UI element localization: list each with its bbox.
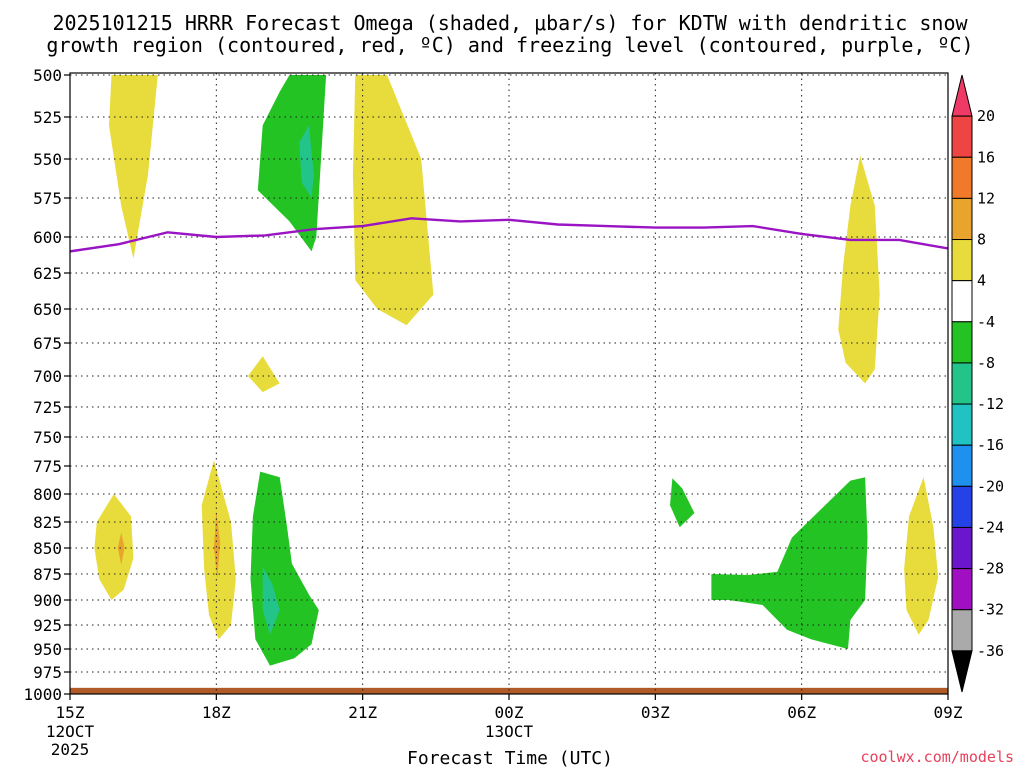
x-tick-label: 09Z (934, 703, 963, 722)
y-tick-label: 650 (33, 300, 62, 319)
y-tick-label: 700 (33, 367, 62, 386)
y-tick-label: 675 (33, 334, 62, 353)
colorbar-label: -12 (977, 395, 1004, 413)
colorbar-label: -8 (977, 354, 995, 372)
y-tick-label: 900 (33, 591, 62, 610)
x-tick-label: 15Z (56, 703, 85, 722)
y-tick-label: 1000 (23, 685, 62, 704)
colorbar-label: 16 (977, 148, 995, 166)
plot-area (70, 73, 948, 694)
colorbar-swatch (951, 444, 973, 487)
chart-title-line-1: 2025101215 HRRR Forecast Omega (shaded, … (52, 11, 968, 35)
colorbar-swatch (951, 280, 973, 323)
chart-title-line-2: growth region (contoured, red, ºC) and f… (46, 33, 973, 57)
omega-region-up-teal-1 (299, 125, 314, 198)
y-tick-label: 850 (33, 539, 62, 558)
y-tick-label: 725 (33, 398, 62, 417)
colorbar-label: -28 (977, 560, 1004, 578)
omega-region-right-yellow-upper (838, 155, 880, 384)
x-tick-label: 03Z (641, 703, 670, 722)
y-tick-label: 600 (33, 228, 62, 247)
colorbar-swatch (951, 362, 973, 405)
y-tick-label: 925 (33, 616, 62, 635)
colorbar-label: -36 (977, 642, 1004, 660)
x-axis-label: Forecast Time (UTC) (407, 748, 613, 768)
colorbar: 20 16 12 8 4 -4 -8 -12 -16 -20 -24 -28 -32 -36 (951, 74, 1004, 693)
omega-region-mid-green-small (670, 478, 695, 528)
colorbar-swatch (951, 568, 973, 611)
colorbar-label: -16 (977, 436, 1004, 454)
y-tick-label: 525 (33, 108, 62, 127)
colorbar-arrow-top (951, 74, 973, 117)
colorbar-label: 12 (977, 189, 995, 207)
omega-region-low-teal-1 (262, 566, 280, 635)
omega-region-right-yellow-lower (904, 477, 939, 635)
x-tick-date: 13OCT (485, 722, 534, 741)
colorbar-swatch (951, 239, 973, 282)
omega-region-low-orange-2 (213, 510, 221, 580)
colorbar-label: 8 (977, 231, 986, 249)
colorbar-label: -24 (977, 518, 1004, 536)
colorbar-swatch (951, 609, 973, 652)
colorbar-label: 4 (977, 272, 986, 290)
y-tick-label: 775 (33, 457, 62, 476)
x-tick-label: 18Z (202, 703, 231, 722)
pressure-axis: 500 525 550 575 600 625 650 675 700 725 750 775 800 8… (23, 66, 70, 704)
y-tick-label: 875 (33, 565, 62, 584)
omega-region-up-yellow-2 (352, 75, 434, 326)
y-tick-label: 950 (33, 640, 62, 659)
omega-region-up-green-1 (257, 75, 327, 252)
omega-region-low-orange-1 (117, 532, 125, 565)
watermark: coolwx.com/models (860, 748, 1014, 766)
x-tick-label: 21Z (348, 703, 377, 722)
x-tick-year: 2025 (51, 740, 90, 759)
colorbar-label: 20 (977, 107, 995, 125)
terrain-ground (70, 687, 948, 694)
y-tick-label: 750 (33, 428, 62, 447)
omega-region-right-green-big (711, 477, 868, 649)
omega-region-up-yellow-1 (109, 75, 158, 259)
omega-region-mid-yellow-small (248, 356, 280, 393)
colorbar-label: -4 (977, 313, 995, 331)
colorbar-swatch (951, 403, 973, 446)
colorbar-label: -32 (977, 601, 1004, 619)
y-tick-label: 625 (33, 264, 62, 283)
x-tick-date: 12OCT (46, 722, 95, 741)
colorbar-swatch (951, 485, 973, 528)
y-tick-label: 500 (33, 66, 62, 85)
freezing-level-line (70, 217, 948, 253)
y-tick-label: 575 (33, 189, 62, 208)
colorbar-label: -20 (977, 477, 1004, 495)
omega-region-low-yellow-1 (94, 494, 134, 600)
y-tick-label: 825 (33, 513, 62, 532)
colorbar-swatch (951, 156, 973, 199)
x-tick-label: 00Z (495, 703, 524, 722)
colorbar-arrow-bottom (951, 650, 973, 693)
omega-region-low-green-1 (250, 471, 319, 666)
colorbar-swatch (951, 115, 973, 158)
y-tick-label: 975 (33, 663, 62, 682)
y-tick-label: 800 (33, 485, 62, 504)
x-tick-label: 06Z (787, 703, 816, 722)
colorbar-swatch (951, 197, 973, 241)
y-tick-label: 550 (33, 150, 62, 169)
colorbar-swatch (951, 526, 973, 570)
colorbar-swatch (951, 321, 973, 364)
